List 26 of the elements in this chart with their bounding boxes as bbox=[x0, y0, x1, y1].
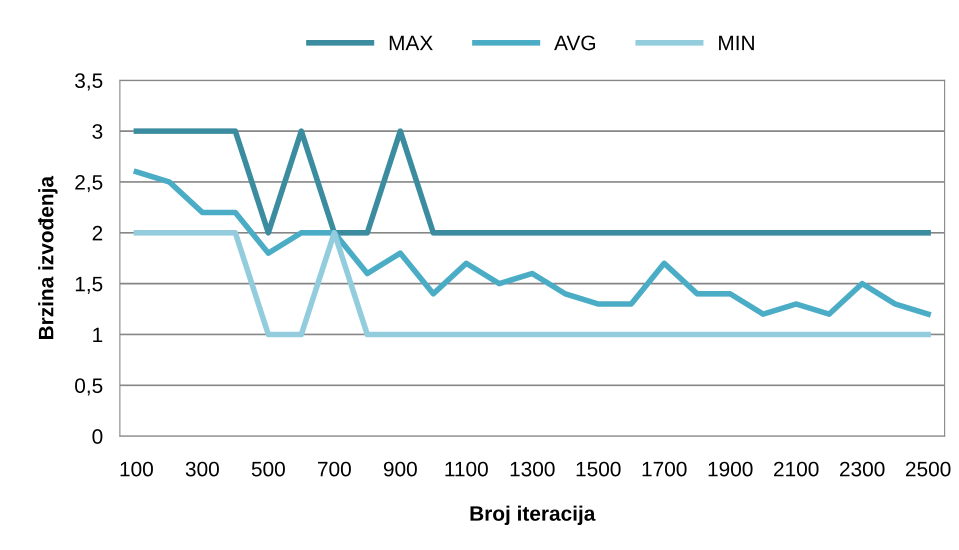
x-axis-title: Broj iteracija bbox=[470, 506, 596, 525]
x-tick-label: 1100 bbox=[445, 462, 488, 476]
y-tick-label: 3,5 bbox=[75, 73, 102, 91]
x-tick-label: 500 bbox=[252, 462, 285, 476]
y-tick-label: 0,5 bbox=[75, 378, 102, 396]
x-tick-label: 1300 bbox=[510, 462, 555, 476]
x-tick-label: 100 bbox=[120, 462, 153, 476]
x-tick-label: 1500 bbox=[576, 462, 621, 476]
x-tick-label: 900 bbox=[384, 462, 417, 476]
x-tick-label: 1700 bbox=[642, 462, 687, 476]
legend-label: MIN bbox=[719, 36, 754, 50]
x-tick-label: 2100 bbox=[774, 462, 819, 476]
x-tick-label: 1900 bbox=[708, 462, 753, 476]
x-tick-label: 2300 bbox=[840, 462, 884, 476]
x-tick-label: 300 bbox=[186, 462, 219, 476]
legend-label: AVG bbox=[554, 36, 595, 50]
y-tick-label: 2,5 bbox=[75, 174, 102, 192]
legend-label: MAX bbox=[390, 36, 433, 50]
y-axis-title: Brzina izvođenja bbox=[38, 176, 58, 340]
y-tick-label: 0 bbox=[92, 429, 102, 444]
y-tick-label: 2 bbox=[92, 226, 102, 240]
y-tick-label: 3 bbox=[92, 124, 102, 139]
x-tick-label: 700 bbox=[318, 462, 351, 476]
y-tick-label: 1 bbox=[93, 328, 102, 342]
y-tick-label: 1,5 bbox=[76, 276, 102, 294]
x-tick-label: 2500 bbox=[906, 462, 950, 476]
